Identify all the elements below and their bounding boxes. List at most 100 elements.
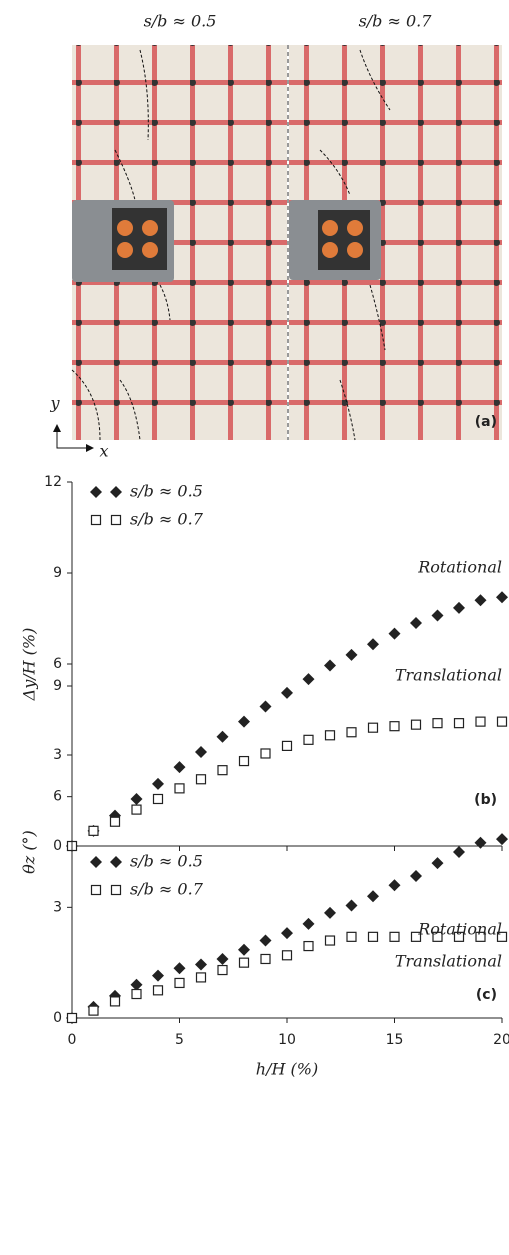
marker [217,765,228,776]
marker [453,846,465,858]
marker [475,931,486,942]
x-tick-label: 15 [386,1032,404,1048]
x-tick-label: 20 [493,1032,509,1048]
marker [131,804,142,815]
marker [346,727,357,738]
marker [152,777,164,790]
marker [260,953,271,965]
y-tick-label: 0 [53,1010,62,1026]
marker [453,931,465,942]
marker [474,594,487,607]
y-tick-label: 6 [53,656,62,672]
marker [195,972,207,983]
panel-title: s/b ≈ 0.5 [144,12,217,31]
marker [324,730,336,741]
marker [496,716,508,727]
y-axis-label: Δy/H (%) [20,628,39,702]
marker [432,718,443,729]
marker [410,931,422,942]
marker [174,977,185,989]
marker [367,890,379,903]
marker [195,958,207,971]
marker [474,836,487,849]
marker [281,950,293,961]
marker [259,700,272,713]
y-tick-label: 6 [53,789,62,805]
marker [410,719,422,730]
annotation: Rotational [417,920,502,939]
marker [260,748,271,759]
marker [453,601,465,614]
marker [217,964,228,976]
panel-title: s/b ≈ 0.7 [359,12,433,31]
legend-marker [110,884,122,896]
x-axis-label: h/H (%) [256,1060,318,1079]
marker [109,996,121,1007]
marker [259,934,272,947]
marker [216,952,229,965]
marker [475,716,486,727]
marker [324,906,336,919]
marker [238,957,250,968]
marker [367,722,379,733]
marker [238,755,250,767]
panel-label: (a) [475,414,497,430]
marker [410,869,422,882]
y-tick-label: 3 [53,899,62,915]
marker [130,978,143,991]
marker [388,879,401,892]
y-tick-label: 0 [53,838,62,854]
marker [324,935,336,946]
marker [88,825,99,836]
legend-marker [90,884,102,896]
marker [496,591,508,604]
legend-marker [90,514,102,526]
annotation: Rotational [417,558,502,577]
y-tick-label: 12 [44,474,62,490]
marker [496,833,508,846]
marker [173,761,186,774]
marker [346,931,357,942]
marker [281,927,293,940]
panel-label: (c) [476,987,497,1003]
marker [302,917,315,930]
marker [431,609,444,622]
marker [303,734,314,745]
marker [195,774,207,785]
marker [152,793,164,805]
legend-marker [110,486,122,498]
marker [496,931,508,942]
legend-marker [110,856,122,868]
marker [130,792,143,805]
y-tick-label: 9 [53,678,62,694]
legend-label: s/b ≈ 0.5 [130,482,203,501]
marker [453,718,465,729]
marker [303,940,314,952]
legend-marker [110,514,122,526]
marker [216,730,229,743]
legend-label: s/b ≈ 0.7 [130,880,204,899]
photo [53,45,502,452]
marker [281,740,293,752]
marker [389,721,400,732]
y-tick-label: 3 [53,747,62,763]
legend-label: s/b ≈ 0.7 [130,510,204,529]
marker [66,1012,78,1024]
marker [367,638,379,651]
annotation: Translational [395,666,502,685]
panel-label: (b) [474,792,497,808]
marker [345,899,358,912]
marker [152,985,164,996]
marker [195,745,207,758]
marker [432,931,443,942]
marker [109,816,121,827]
marker [389,931,400,942]
marker [302,673,315,686]
legend-marker [90,856,102,868]
legend-label: s/b ≈ 0.5 [130,852,203,871]
marker [410,617,422,630]
marker [238,943,250,956]
y-tick-label: 9 [53,565,62,581]
axis-label: x [99,442,108,461]
marker [88,1005,99,1016]
